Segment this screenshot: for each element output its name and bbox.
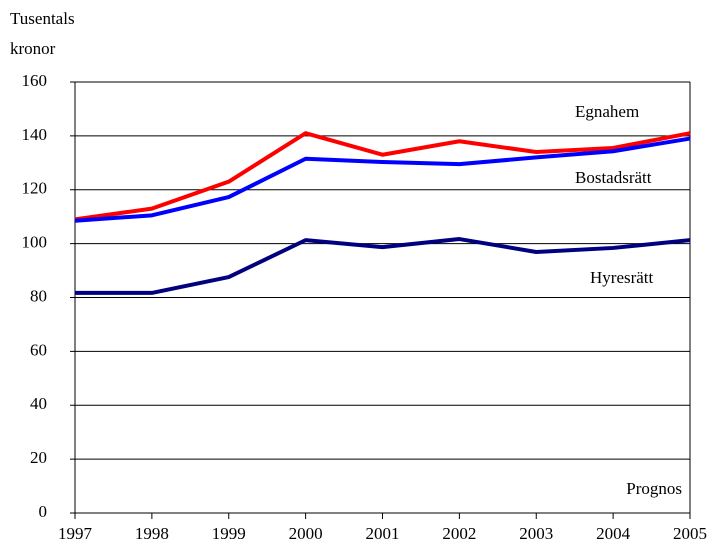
y-tick-label: 140 <box>22 125 48 144</box>
y-tick-label: 40 <box>30 394 47 413</box>
y-tick-label: 0 <box>39 502 48 521</box>
series-label: Hyresrätt <box>590 268 654 287</box>
x-tick-label: 2000 <box>289 524 323 543</box>
y-axis-label: Tusentals <box>10 9 75 28</box>
x-tick-label: 2005 <box>673 524 707 543</box>
y-tick-label: 20 <box>30 448 47 467</box>
x-tick-label: 1998 <box>135 524 169 543</box>
y-tick-label: 120 <box>22 179 48 198</box>
y-tick-label: 80 <box>30 286 47 305</box>
series-line <box>74 131 691 222</box>
series-label: Bostadsrätt <box>575 168 652 187</box>
x-tick-label: 2003 <box>519 524 553 543</box>
y-tick-label: 160 <box>22 71 48 90</box>
y-tick-label: 60 <box>30 340 47 359</box>
series-line <box>74 136 691 223</box>
y-tick-label: 100 <box>22 233 48 252</box>
x-tick-label: 1999 <box>212 524 246 543</box>
x-tick-label: 2002 <box>442 524 476 543</box>
x-tick-label: 2004 <box>596 524 631 543</box>
x-tick-label: 1997 <box>58 524 93 543</box>
series-line <box>75 237 691 295</box>
x-tick-label: 2001 <box>366 524 400 543</box>
annotation: Prognos <box>626 479 682 498</box>
y-axis-label: kronor <box>10 39 56 58</box>
series-label: Egnahem <box>575 102 639 121</box>
